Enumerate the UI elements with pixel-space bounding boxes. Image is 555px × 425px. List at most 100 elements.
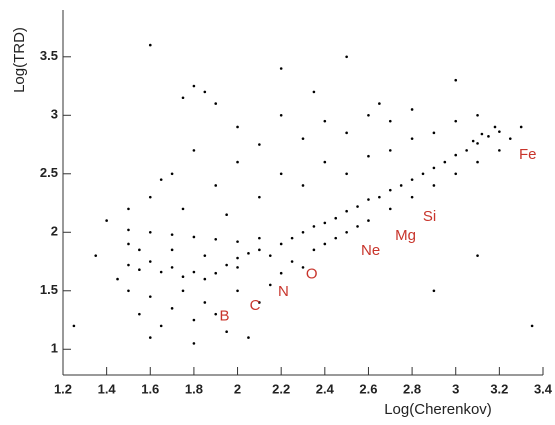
point	[367, 113, 370, 117]
point	[127, 207, 130, 211]
point	[159, 324, 163, 328]
point	[214, 271, 218, 275]
point	[378, 195, 381, 199]
y-tick-label: 2	[51, 224, 58, 239]
point	[432, 184, 436, 187]
point	[236, 256, 239, 260]
x-tick-label: 1.8	[185, 381, 203, 396]
point	[148, 336, 152, 339]
x-tick-label: 2.6	[359, 381, 377, 396]
point	[487, 135, 490, 138]
point	[138, 312, 141, 316]
point	[356, 225, 359, 228]
point	[498, 130, 501, 133]
point	[432, 131, 436, 135]
point	[345, 131, 348, 135]
point	[247, 336, 250, 339]
point	[345, 230, 348, 234]
point	[443, 160, 447, 164]
point	[508, 137, 512, 140]
y-tick-label: 3	[51, 107, 58, 122]
point	[279, 113, 283, 117]
point	[203, 90, 207, 94]
point	[454, 172, 458, 176]
point	[323, 119, 327, 123]
y-tick-label: 1	[51, 341, 58, 356]
point	[72, 324, 76, 328]
point	[290, 236, 294, 240]
point	[388, 119, 392, 123]
point	[181, 289, 185, 293]
x-tick-label: 3.2	[490, 381, 508, 396]
point	[410, 137, 414, 140]
point	[367, 154, 370, 158]
point	[214, 102, 218, 105]
point	[170, 266, 174, 269]
x-tick-label: 3	[452, 381, 459, 396]
point	[159, 270, 163, 274]
point	[378, 102, 381, 105]
point	[159, 178, 163, 181]
point	[192, 235, 196, 239]
point	[454, 119, 458, 123]
point	[138, 248, 141, 252]
point	[301, 230, 305, 234]
point	[476, 254, 479, 257]
point	[465, 149, 468, 152]
point	[268, 283, 272, 287]
point	[432, 289, 436, 293]
point	[138, 268, 141, 272]
x-tick-label: 1.2	[54, 381, 72, 396]
point	[530, 324, 534, 328]
point	[181, 207, 185, 211]
point	[410, 108, 414, 111]
annotation: Mg	[395, 227, 416, 244]
point	[399, 184, 403, 187]
point	[323, 221, 327, 225]
y-tick-label: 2.5	[40, 165, 58, 180]
point	[301, 266, 305, 269]
point	[388, 149, 392, 152]
x-tick-label: 1.4	[98, 381, 117, 396]
point	[493, 125, 497, 129]
point	[203, 254, 207, 257]
point	[312, 248, 316, 252]
point	[268, 254, 272, 257]
point	[410, 178, 414, 181]
point	[214, 312, 218, 316]
point	[203, 277, 207, 281]
point	[367, 198, 370, 201]
annotation: Si	[423, 208, 436, 225]
point	[214, 184, 218, 187]
point	[345, 172, 348, 176]
annotation: Fe	[519, 146, 537, 163]
point	[170, 233, 174, 236]
point	[225, 263, 228, 267]
point	[476, 142, 479, 145]
point	[312, 90, 316, 94]
point	[258, 248, 261, 252]
point	[247, 252, 250, 255]
x-axis-title: Log(Cherenkov)	[384, 401, 492, 418]
annotation: B	[219, 307, 229, 324]
x-tick-label: 3.4	[534, 381, 553, 396]
point	[148, 230, 152, 234]
point	[192, 318, 196, 322]
point	[258, 195, 261, 199]
point	[345, 209, 348, 213]
x-tick-label: 2.4	[316, 381, 335, 396]
point	[225, 330, 228, 334]
point	[148, 260, 152, 263]
point	[148, 43, 152, 47]
point	[290, 260, 294, 263]
point	[236, 160, 239, 164]
point	[192, 149, 196, 152]
point	[279, 172, 283, 176]
point	[214, 237, 218, 241]
point	[323, 242, 327, 246]
x-tick-label: 2.2	[272, 381, 290, 396]
point	[181, 96, 185, 100]
point	[192, 270, 196, 274]
point	[345, 55, 348, 59]
point	[454, 78, 458, 82]
